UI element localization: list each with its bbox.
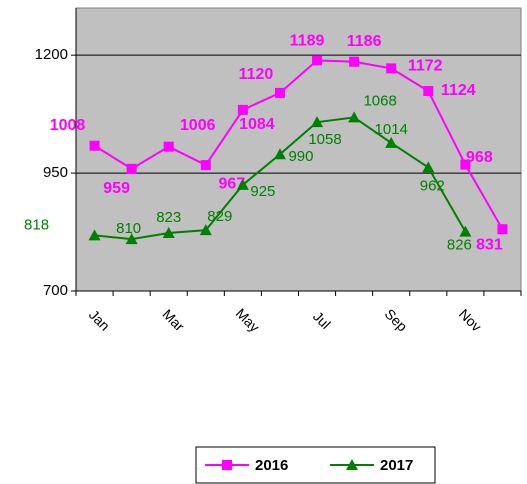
legend-label: 2017	[380, 457, 413, 474]
marker	[459, 225, 472, 237]
marker	[89, 140, 100, 151]
x-tick-label: May	[233, 305, 263, 335]
marker	[273, 148, 286, 160]
data-label: 1084	[239, 116, 275, 133]
y-tick-label: 1200	[35, 46, 68, 63]
data-label: 1120	[239, 66, 274, 83]
data-label: 1014	[375, 121, 408, 138]
y-tick-label: 950	[43, 164, 68, 181]
marker	[423, 86, 434, 97]
data-label: 826	[447, 237, 472, 254]
marker	[88, 229, 101, 241]
marker	[162, 226, 175, 238]
data-label: 1172	[408, 58, 443, 75]
series-line	[94, 59, 504, 230]
data-label: 1124	[441, 82, 476, 99]
data-label: 1189	[290, 33, 325, 50]
x-tick-label: Nov	[456, 306, 485, 335]
marker	[274, 87, 285, 98]
x-tick-label: Mar	[159, 306, 188, 335]
marker	[200, 160, 211, 171]
data-label: 1008	[50, 117, 86, 134]
data-label: 829	[207, 208, 232, 225]
marker	[385, 136, 398, 148]
data-label: 962	[420, 177, 445, 194]
marker	[348, 111, 361, 123]
marker	[126, 163, 137, 174]
marker	[386, 63, 397, 74]
marker	[346, 459, 358, 470]
data-label: 823	[156, 209, 181, 226]
legend-label: 2016	[255, 457, 288, 474]
y-tick-label: 700	[43, 282, 68, 299]
data-label: 1068	[363, 92, 396, 109]
marker	[349, 56, 360, 67]
marker	[237, 104, 248, 115]
marker	[222, 460, 232, 470]
marker	[311, 116, 324, 128]
marker	[312, 55, 323, 66]
x-tick-label: Sep	[382, 306, 411, 335]
data-label: 831	[476, 236, 503, 253]
data-label: 1006	[180, 117, 216, 134]
data-label: 968	[466, 149, 493, 166]
data-label: 1058	[308, 131, 341, 148]
data-label: 1186	[347, 33, 382, 50]
marker	[422, 161, 435, 173]
x-tick-label: Jul	[310, 308, 334, 332]
data-label: 810	[116, 220, 141, 237]
data-label: 925	[250, 183, 275, 200]
data-label: 818	[24, 216, 49, 233]
marker	[236, 178, 249, 190]
data-label: 990	[288, 148, 313, 165]
marker	[199, 224, 212, 236]
marker	[163, 141, 174, 152]
x-tick-label: Jan	[86, 306, 113, 333]
marker	[460, 159, 471, 170]
marker	[497, 224, 508, 235]
data-label: 959	[103, 180, 130, 197]
marker	[125, 233, 138, 245]
